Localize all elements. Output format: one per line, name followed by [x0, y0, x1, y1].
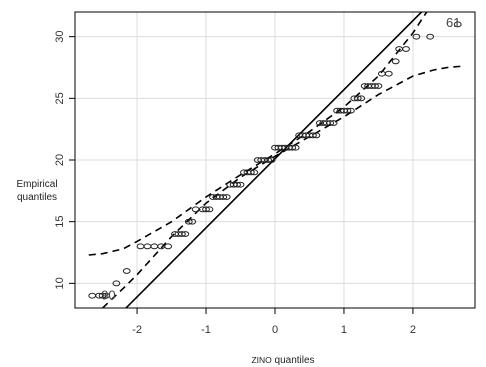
data-point	[412, 33, 421, 40]
envelope-lower	[102, 65, 462, 308]
grid	[75, 12, 475, 308]
x-tick-label: -2	[132, 324, 142, 336]
data-point	[250, 169, 259, 176]
x-axis-label: ZINO quantiles	[251, 355, 314, 366]
data-point	[164, 243, 173, 250]
data-point	[426, 33, 435, 40]
y-axis-label-line2: quantiles	[17, 192, 57, 203]
x-axis-label-prefix: ZINO	[251, 355, 272, 365]
x-axis-label-suffix: quantiles	[272, 355, 315, 366]
data-point	[236, 181, 245, 188]
data-point	[202, 206, 210, 213]
y-tick-label: 20	[54, 154, 66, 166]
data-points	[88, 21, 462, 299]
point-annotations: 90 61	[101, 15, 460, 303]
x-tick-label: 1	[341, 324, 347, 336]
data-point	[177, 231, 186, 237]
envelope-upper	[88, 12, 428, 256]
data-point	[143, 243, 152, 250]
data-point	[343, 107, 352, 114]
data-point	[122, 268, 131, 274]
confidence-envelope	[88, 12, 462, 308]
data-point	[309, 132, 317, 139]
data-point	[326, 120, 335, 126]
y-axis-label-line1: Empirical	[16, 179, 57, 190]
data-point	[150, 243, 159, 250]
data-point	[191, 206, 200, 213]
data-point	[246, 169, 255, 176]
data-point	[288, 144, 297, 151]
data-point	[291, 144, 300, 151]
x-tick-label: 2	[410, 324, 416, 336]
data-point	[267, 157, 276, 163]
x-tick-label: 0	[272, 324, 278, 336]
data-point	[402, 46, 410, 52]
data-point	[384, 70, 393, 77]
y-axis: 10 15 20 25 30	[54, 31, 75, 289]
data-point	[357, 95, 366, 102]
data-point	[112, 280, 121, 287]
data-point	[353, 95, 362, 102]
data-point	[88, 292, 97, 299]
y-tick-label: 15	[54, 216, 66, 228]
data-point	[374, 83, 383, 89]
y-tick-label: 25	[54, 92, 66, 104]
data-point	[371, 83, 379, 89]
point-label: 90	[101, 288, 115, 303]
data-point	[453, 21, 462, 28]
data-point	[312, 132, 321, 139]
y-tick-label: 30	[54, 31, 66, 43]
data-point	[98, 292, 107, 299]
data-point	[102, 292, 110, 299]
x-axis: -2 -1 0 1 2	[132, 308, 416, 336]
data-point	[346, 107, 355, 114]
data-point	[136, 243, 145, 250]
data-point	[181, 231, 190, 237]
data-point	[205, 206, 214, 213]
y-tick-label: 10	[54, 277, 66, 289]
data-point	[233, 181, 241, 188]
point-label: 61	[446, 15, 460, 30]
data-point	[329, 120, 338, 126]
data-point	[219, 194, 228, 200]
data-point	[391, 58, 400, 65]
data-point	[184, 218, 193, 225]
data-point	[222, 194, 231, 200]
data-point	[188, 218, 197, 225]
data-point	[264, 157, 273, 163]
x-tick-label: -1	[201, 324, 211, 336]
